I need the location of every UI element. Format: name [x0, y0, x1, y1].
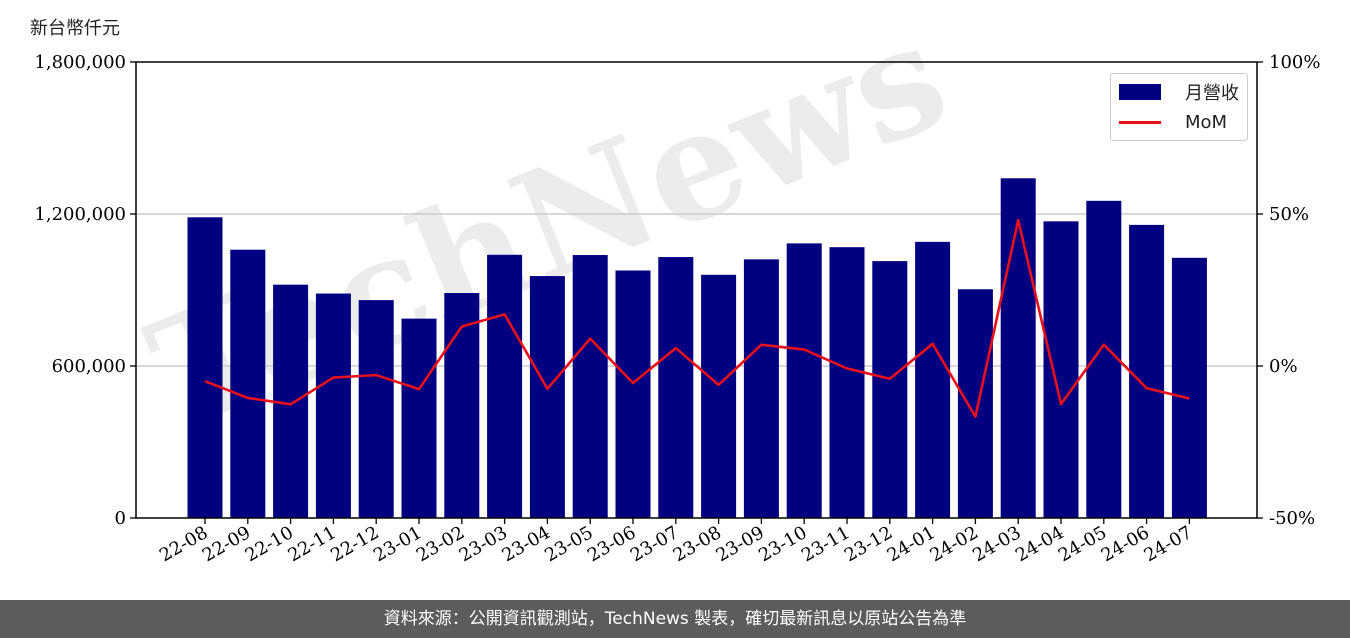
bar-23-10 — [786, 243, 822, 519]
bar-23-05 — [572, 255, 608, 519]
x-tick-label-24-01: 24-01 — [884, 522, 939, 566]
x-tick-label-23-01: 23-01 — [370, 522, 425, 566]
mom-line — [204, 218, 1190, 419]
legend-line-swatch — [1119, 120, 1161, 124]
x-tick-label-22-10: 22-10 — [242, 522, 297, 566]
x-tick-label-22-11: 22-11 — [284, 522, 339, 566]
left-tick-label-0: 0 — [115, 508, 126, 529]
bar-24-01 — [915, 241, 951, 518]
bar-23-09 — [743, 259, 779, 518]
left-tick-label-1: 600,000 — [52, 356, 126, 377]
plot-frame — [135, 61, 1258, 519]
bar-23-08 — [701, 274, 737, 518]
right-tick-label-1: 0% — [1269, 356, 1298, 377]
legend-bar-swatch — [1119, 84, 1161, 100]
x-tick-label-23-03: 23-03 — [456, 522, 511, 566]
bar-23-12 — [872, 261, 908, 518]
bar-24-04 — [1043, 221, 1079, 518]
x-tick-label-24-06: 24-06 — [1098, 522, 1153, 566]
bar-22-12 — [358, 300, 394, 518]
x-tick-label-23-09: 23-09 — [712, 522, 767, 566]
x-tick-label-22-12: 22-12 — [327, 522, 382, 566]
bar-23-03 — [487, 254, 523, 518]
left-tick-label-3: 1,800,000 — [34, 52, 126, 73]
bar-24-07 — [1171, 257, 1207, 518]
revenue-chart: TechNews0600,0001,200,0001,800,000-50%0%… — [34, 0, 1320, 566]
x-tick-label-22-08: 22-08 — [156, 522, 211, 566]
right-tick-label-3: 100% — [1269, 52, 1320, 73]
bar-22-09 — [230, 249, 266, 518]
x-tick-label-23-07: 23-07 — [627, 522, 682, 566]
bar-22-08 — [187, 217, 223, 518]
bar-23-01 — [401, 318, 437, 518]
x-tick-label-22-09: 22-09 — [199, 522, 254, 566]
bar-24-05 — [1086, 200, 1122, 518]
bar-23-07 — [658, 257, 694, 518]
x-tick-label-24-02: 24-02 — [926, 522, 981, 566]
x-tick-label-24-05: 24-05 — [1055, 522, 1110, 566]
legend-revenue-label: 月營收 — [1185, 83, 1239, 104]
y-axis-unit-label: 新台幣仟元 — [30, 18, 120, 39]
legend-item-revenue: 月營收 — [1119, 80, 1239, 104]
bar-22-11 — [315, 293, 351, 518]
x-tick-label-23-12: 23-12 — [841, 522, 896, 566]
bar-23-11 — [829, 247, 865, 519]
x-tick-label-24-04: 24-04 — [1012, 522, 1067, 566]
source-footer: 資料來源：公開資訊觀測站，TechNews 製表，確切最新訊息以原站公告為準 — [0, 600, 1350, 638]
right-tick-label-0: -50% — [1269, 508, 1315, 529]
x-tick-label-23-02: 23-02 — [413, 522, 468, 566]
x-tick-label-23-05: 23-05 — [541, 522, 596, 566]
bar-23-04 — [529, 276, 565, 518]
x-tick-label-23-04: 23-04 — [498, 522, 553, 566]
bar-24-06 — [1129, 224, 1165, 519]
x-tick-label-23-08: 23-08 — [670, 522, 725, 566]
x-tick-label-24-03: 24-03 — [969, 522, 1024, 566]
bar-24-03 — [1000, 178, 1036, 518]
bar-24-02 — [957, 289, 993, 518]
x-tick-label-23-06: 23-06 — [584, 522, 639, 566]
legend-item-mom: MoM — [1119, 110, 1227, 134]
chart-area: TechNews 0 600,000 1,200,000 1,800,000 -50% 0%… — [30, 0, 1320, 566]
x-tick-label-23-10: 23-10 — [755, 522, 810, 566]
legend-mom-label: MoM — [1185, 111, 1228, 133]
x-tick-label-23-11: 23-11 — [798, 522, 853, 566]
left-tick-label-2: 1,200,000 — [34, 204, 126, 225]
chart-legend: 月營收 MoM — [1110, 73, 1248, 141]
x-tick-label-24-07: 24-07 — [1140, 522, 1195, 566]
right-tick-label-2: 50% — [1269, 204, 1309, 225]
bar-23-02 — [444, 293, 480, 518]
bar-23-06 — [615, 270, 651, 518]
